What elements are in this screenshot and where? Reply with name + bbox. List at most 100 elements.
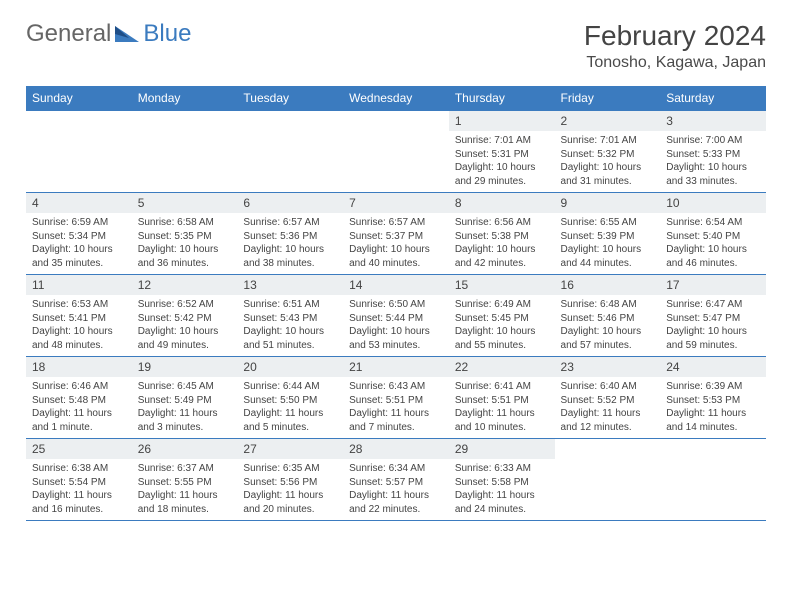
day-number: 21	[343, 357, 449, 377]
day-number: 25	[26, 439, 132, 459]
calendar-cell: 5Sunrise: 6:58 AMSunset: 5:35 PMDaylight…	[132, 193, 238, 275]
calendar-cell: 22Sunrise: 6:41 AMSunset: 5:51 PMDayligh…	[449, 357, 555, 439]
calendar-cell: 25Sunrise: 6:38 AMSunset: 5:54 PMDayligh…	[26, 439, 132, 521]
sunset-line: Sunset: 5:49 PM	[138, 394, 232, 408]
cell-body: Sunrise: 7:01 AMSunset: 5:31 PMDaylight:…	[449, 131, 555, 192]
daylight-line: Daylight: 11 hours and 20 minutes.	[243, 489, 337, 516]
sunset-line: Sunset: 5:34 PM	[32, 230, 126, 244]
day-header: Friday	[555, 86, 661, 111]
sunset-line: Sunset: 5:43 PM	[243, 312, 337, 326]
location-text: Tonosho, Kagawa, Japan	[584, 54, 766, 72]
sunset-line: Sunset: 5:36 PM	[243, 230, 337, 244]
calendar-week-row: 11Sunrise: 6:53 AMSunset: 5:41 PMDayligh…	[26, 275, 766, 357]
sunset-line: Sunset: 5:31 PM	[455, 148, 549, 162]
cell-body: Sunrise: 6:50 AMSunset: 5:44 PMDaylight:…	[343, 295, 449, 356]
sunrise-line: Sunrise: 6:46 AM	[32, 380, 126, 394]
sunrise-line: Sunrise: 6:49 AM	[455, 298, 549, 312]
daylight-line: Daylight: 10 hours and 59 minutes.	[666, 325, 760, 352]
daylight-line: Daylight: 11 hours and 3 minutes.	[138, 407, 232, 434]
sunrise-line: Sunrise: 6:48 AM	[561, 298, 655, 312]
calendar-cell: 29Sunrise: 6:33 AMSunset: 5:58 PMDayligh…	[449, 439, 555, 521]
daylight-line: Daylight: 11 hours and 14 minutes.	[666, 407, 760, 434]
calendar-cell: 24Sunrise: 6:39 AMSunset: 5:53 PMDayligh…	[660, 357, 766, 439]
calendar-cell: 20Sunrise: 6:44 AMSunset: 5:50 PMDayligh…	[237, 357, 343, 439]
sunrise-line: Sunrise: 6:53 AM	[32, 298, 126, 312]
cell-body: Sunrise: 6:40 AMSunset: 5:52 PMDaylight:…	[555, 377, 661, 438]
calendar-cell: 21Sunrise: 6:43 AMSunset: 5:51 PMDayligh…	[343, 357, 449, 439]
day-header: Sunday	[26, 86, 132, 111]
sunset-line: Sunset: 5:48 PM	[32, 394, 126, 408]
cell-body: Sunrise: 6:51 AMSunset: 5:43 PMDaylight:…	[237, 295, 343, 356]
calendar-table: SundayMondayTuesdayWednesdayThursdayFrid…	[26, 86, 766, 521]
cell-body: Sunrise: 6:59 AMSunset: 5:34 PMDaylight:…	[26, 213, 132, 274]
sunset-line: Sunset: 5:55 PM	[138, 476, 232, 490]
cell-body: Sunrise: 6:33 AMSunset: 5:58 PMDaylight:…	[449, 459, 555, 520]
calendar-cell: 28Sunrise: 6:34 AMSunset: 5:57 PMDayligh…	[343, 439, 449, 521]
daylight-line: Daylight: 10 hours and 29 minutes.	[455, 161, 549, 188]
daylight-line: Daylight: 10 hours and 38 minutes.	[243, 243, 337, 270]
sunset-line: Sunset: 5:38 PM	[455, 230, 549, 244]
calendar-week-row: 1Sunrise: 7:01 AMSunset: 5:31 PMDaylight…	[26, 111, 766, 193]
day-number: 12	[132, 275, 238, 295]
calendar-cell: 19Sunrise: 6:45 AMSunset: 5:49 PMDayligh…	[132, 357, 238, 439]
calendar-cell: 9Sunrise: 6:55 AMSunset: 5:39 PMDaylight…	[555, 193, 661, 275]
day-number	[132, 111, 238, 131]
sunset-line: Sunset: 5:50 PM	[243, 394, 337, 408]
sunrise-line: Sunrise: 6:41 AM	[455, 380, 549, 394]
calendar-cell	[343, 111, 449, 193]
calendar-cell: 2Sunrise: 7:01 AMSunset: 5:32 PMDaylight…	[555, 111, 661, 193]
calendar-cell: 3Sunrise: 7:00 AMSunset: 5:33 PMDaylight…	[660, 111, 766, 193]
day-number: 27	[237, 439, 343, 459]
day-number: 29	[449, 439, 555, 459]
cell-body: Sunrise: 6:49 AMSunset: 5:45 PMDaylight:…	[449, 295, 555, 356]
calendar-cell	[660, 439, 766, 521]
month-title: February 2024	[584, 20, 766, 52]
day-number: 2	[555, 111, 661, 131]
day-header: Saturday	[660, 86, 766, 111]
daylight-line: Daylight: 10 hours and 49 minutes.	[138, 325, 232, 352]
cell-body: Sunrise: 6:45 AMSunset: 5:49 PMDaylight:…	[132, 377, 238, 438]
cell-body: Sunrise: 6:34 AMSunset: 5:57 PMDaylight:…	[343, 459, 449, 520]
day-number: 5	[132, 193, 238, 213]
daylight-line: Daylight: 10 hours and 57 minutes.	[561, 325, 655, 352]
day-number: 8	[449, 193, 555, 213]
sunset-line: Sunset: 5:56 PM	[243, 476, 337, 490]
calendar-cell: 18Sunrise: 6:46 AMSunset: 5:48 PMDayligh…	[26, 357, 132, 439]
day-number: 13	[237, 275, 343, 295]
day-number: 22	[449, 357, 555, 377]
calendar-cell: 16Sunrise: 6:48 AMSunset: 5:46 PMDayligh…	[555, 275, 661, 357]
daylight-line: Daylight: 11 hours and 24 minutes.	[455, 489, 549, 516]
daylight-line: Daylight: 10 hours and 40 minutes.	[349, 243, 443, 270]
day-number: 3	[660, 111, 766, 131]
daylight-line: Daylight: 10 hours and 44 minutes.	[561, 243, 655, 270]
day-number: 10	[660, 193, 766, 213]
daylight-line: Daylight: 10 hours and 51 minutes.	[243, 325, 337, 352]
calendar-cell: 26Sunrise: 6:37 AMSunset: 5:55 PMDayligh…	[132, 439, 238, 521]
calendar-cell: 27Sunrise: 6:35 AMSunset: 5:56 PMDayligh…	[237, 439, 343, 521]
day-number: 14	[343, 275, 449, 295]
sunrise-line: Sunrise: 6:55 AM	[561, 216, 655, 230]
sunset-line: Sunset: 5:58 PM	[455, 476, 549, 490]
calendar-cell	[237, 111, 343, 193]
calendar-week-row: 18Sunrise: 6:46 AMSunset: 5:48 PMDayligh…	[26, 357, 766, 439]
daylight-line: Daylight: 11 hours and 22 minutes.	[349, 489, 443, 516]
day-number: 9	[555, 193, 661, 213]
daylight-line: Daylight: 10 hours and 36 minutes.	[138, 243, 232, 270]
sunset-line: Sunset: 5:41 PM	[32, 312, 126, 326]
calendar-cell: 10Sunrise: 6:54 AMSunset: 5:40 PMDayligh…	[660, 193, 766, 275]
cell-body: Sunrise: 6:56 AMSunset: 5:38 PMDaylight:…	[449, 213, 555, 274]
calendar-cell: 14Sunrise: 6:50 AMSunset: 5:44 PMDayligh…	[343, 275, 449, 357]
day-number	[237, 111, 343, 131]
cell-body: Sunrise: 6:44 AMSunset: 5:50 PMDaylight:…	[237, 377, 343, 438]
calendar-cell: 17Sunrise: 6:47 AMSunset: 5:47 PMDayligh…	[660, 275, 766, 357]
brand-part1: General	[26, 20, 111, 48]
sunrise-line: Sunrise: 6:43 AM	[349, 380, 443, 394]
sunset-line: Sunset: 5:40 PM	[666, 230, 760, 244]
sunrise-line: Sunrise: 7:00 AM	[666, 134, 760, 148]
calendar-cell: 15Sunrise: 6:49 AMSunset: 5:45 PMDayligh…	[449, 275, 555, 357]
calendar-cell	[555, 439, 661, 521]
daylight-line: Daylight: 11 hours and 1 minute.	[32, 407, 126, 434]
calendar-cell: 7Sunrise: 6:57 AMSunset: 5:37 PMDaylight…	[343, 193, 449, 275]
cell-body: Sunrise: 6:43 AMSunset: 5:51 PMDaylight:…	[343, 377, 449, 438]
day-number: 7	[343, 193, 449, 213]
